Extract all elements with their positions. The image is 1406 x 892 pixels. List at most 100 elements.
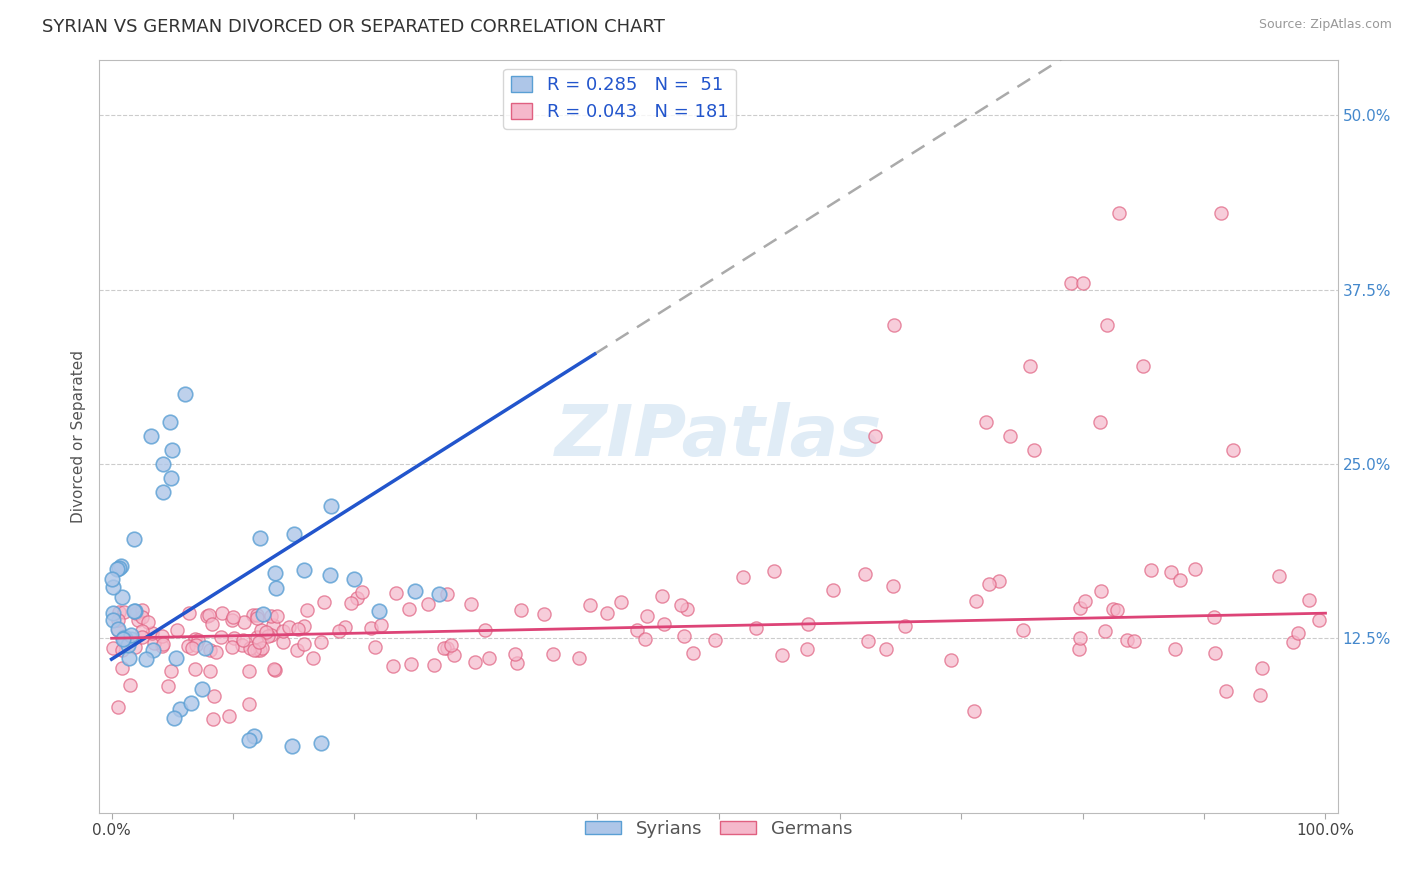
Point xyxy=(246,607,269,622)
Point xyxy=(195,608,218,623)
Point xyxy=(883,318,905,332)
Point xyxy=(112,605,135,619)
Point xyxy=(249,643,271,657)
Point xyxy=(238,733,260,747)
Point xyxy=(882,579,904,593)
Point xyxy=(238,664,260,678)
Point xyxy=(974,415,997,429)
Point xyxy=(796,641,818,656)
Point xyxy=(731,569,754,583)
Point xyxy=(1308,613,1330,627)
Point xyxy=(184,662,207,676)
Point xyxy=(1215,683,1237,698)
Point xyxy=(745,621,768,635)
Point xyxy=(1139,563,1161,577)
Point xyxy=(541,647,564,661)
Point xyxy=(238,697,260,711)
Point xyxy=(131,603,153,617)
Point xyxy=(231,638,253,652)
Point xyxy=(243,643,266,657)
Point xyxy=(200,664,222,678)
Point xyxy=(197,607,219,622)
Point xyxy=(260,628,283,642)
Point xyxy=(239,641,262,656)
Point xyxy=(263,662,285,676)
Point xyxy=(977,577,1000,591)
Point xyxy=(181,641,204,656)
Point xyxy=(309,736,332,750)
Point xyxy=(139,429,162,443)
Point xyxy=(152,484,174,499)
Point xyxy=(676,602,699,616)
Point xyxy=(184,639,207,653)
Point xyxy=(254,624,277,639)
Point xyxy=(142,643,165,657)
Point xyxy=(271,624,294,638)
Point xyxy=(135,651,157,665)
Text: ZIPatlas: ZIPatlas xyxy=(555,401,882,471)
Point xyxy=(1019,359,1042,374)
Point xyxy=(127,613,149,627)
Point xyxy=(385,586,408,600)
Point xyxy=(965,593,987,607)
Point xyxy=(988,574,1011,588)
Point xyxy=(179,607,201,621)
Point xyxy=(319,499,342,513)
Point xyxy=(367,603,389,617)
Point xyxy=(107,613,129,627)
Point xyxy=(111,591,134,605)
Point xyxy=(111,661,134,675)
Y-axis label: Divorced or Separated: Divorced or Separated xyxy=(72,350,86,523)
Point xyxy=(1222,443,1244,458)
Point xyxy=(1160,565,1182,579)
Point xyxy=(107,623,129,637)
Point xyxy=(1071,276,1094,290)
Point xyxy=(1209,206,1232,220)
Point xyxy=(346,591,368,605)
Point xyxy=(464,655,486,669)
Point xyxy=(285,643,308,657)
Point xyxy=(1204,646,1226,660)
Point xyxy=(309,635,332,649)
Point xyxy=(474,623,496,637)
Point xyxy=(1090,415,1112,429)
Point xyxy=(105,562,128,576)
Point xyxy=(108,605,131,619)
Point xyxy=(263,664,285,678)
Point xyxy=(894,619,917,633)
Point xyxy=(1251,660,1274,674)
Point xyxy=(124,604,146,618)
Point xyxy=(262,618,284,632)
Point xyxy=(1282,635,1305,649)
Point xyxy=(159,471,181,485)
Point xyxy=(101,640,124,655)
Point xyxy=(152,637,174,651)
Point xyxy=(319,568,342,582)
Point xyxy=(1108,206,1130,220)
Point xyxy=(1286,625,1309,640)
Legend: Syrians, Germans: Syrians, Germans xyxy=(578,813,859,845)
Point xyxy=(436,587,458,601)
Point xyxy=(211,606,233,620)
Point xyxy=(1095,318,1118,332)
Point xyxy=(401,657,423,671)
Point xyxy=(150,639,173,653)
Point xyxy=(221,613,243,627)
Point xyxy=(1123,634,1146,648)
Point xyxy=(141,625,163,640)
Point xyxy=(209,630,232,644)
Point xyxy=(1102,602,1125,616)
Point xyxy=(651,589,673,603)
Point xyxy=(1094,624,1116,639)
Point xyxy=(131,630,153,644)
Point xyxy=(120,632,142,646)
Point xyxy=(110,559,132,574)
Point xyxy=(433,641,456,656)
Point xyxy=(796,617,818,632)
Point xyxy=(114,631,136,645)
Point xyxy=(682,647,704,661)
Point xyxy=(122,532,145,546)
Point xyxy=(292,619,315,633)
Point xyxy=(103,613,125,627)
Point xyxy=(963,704,986,718)
